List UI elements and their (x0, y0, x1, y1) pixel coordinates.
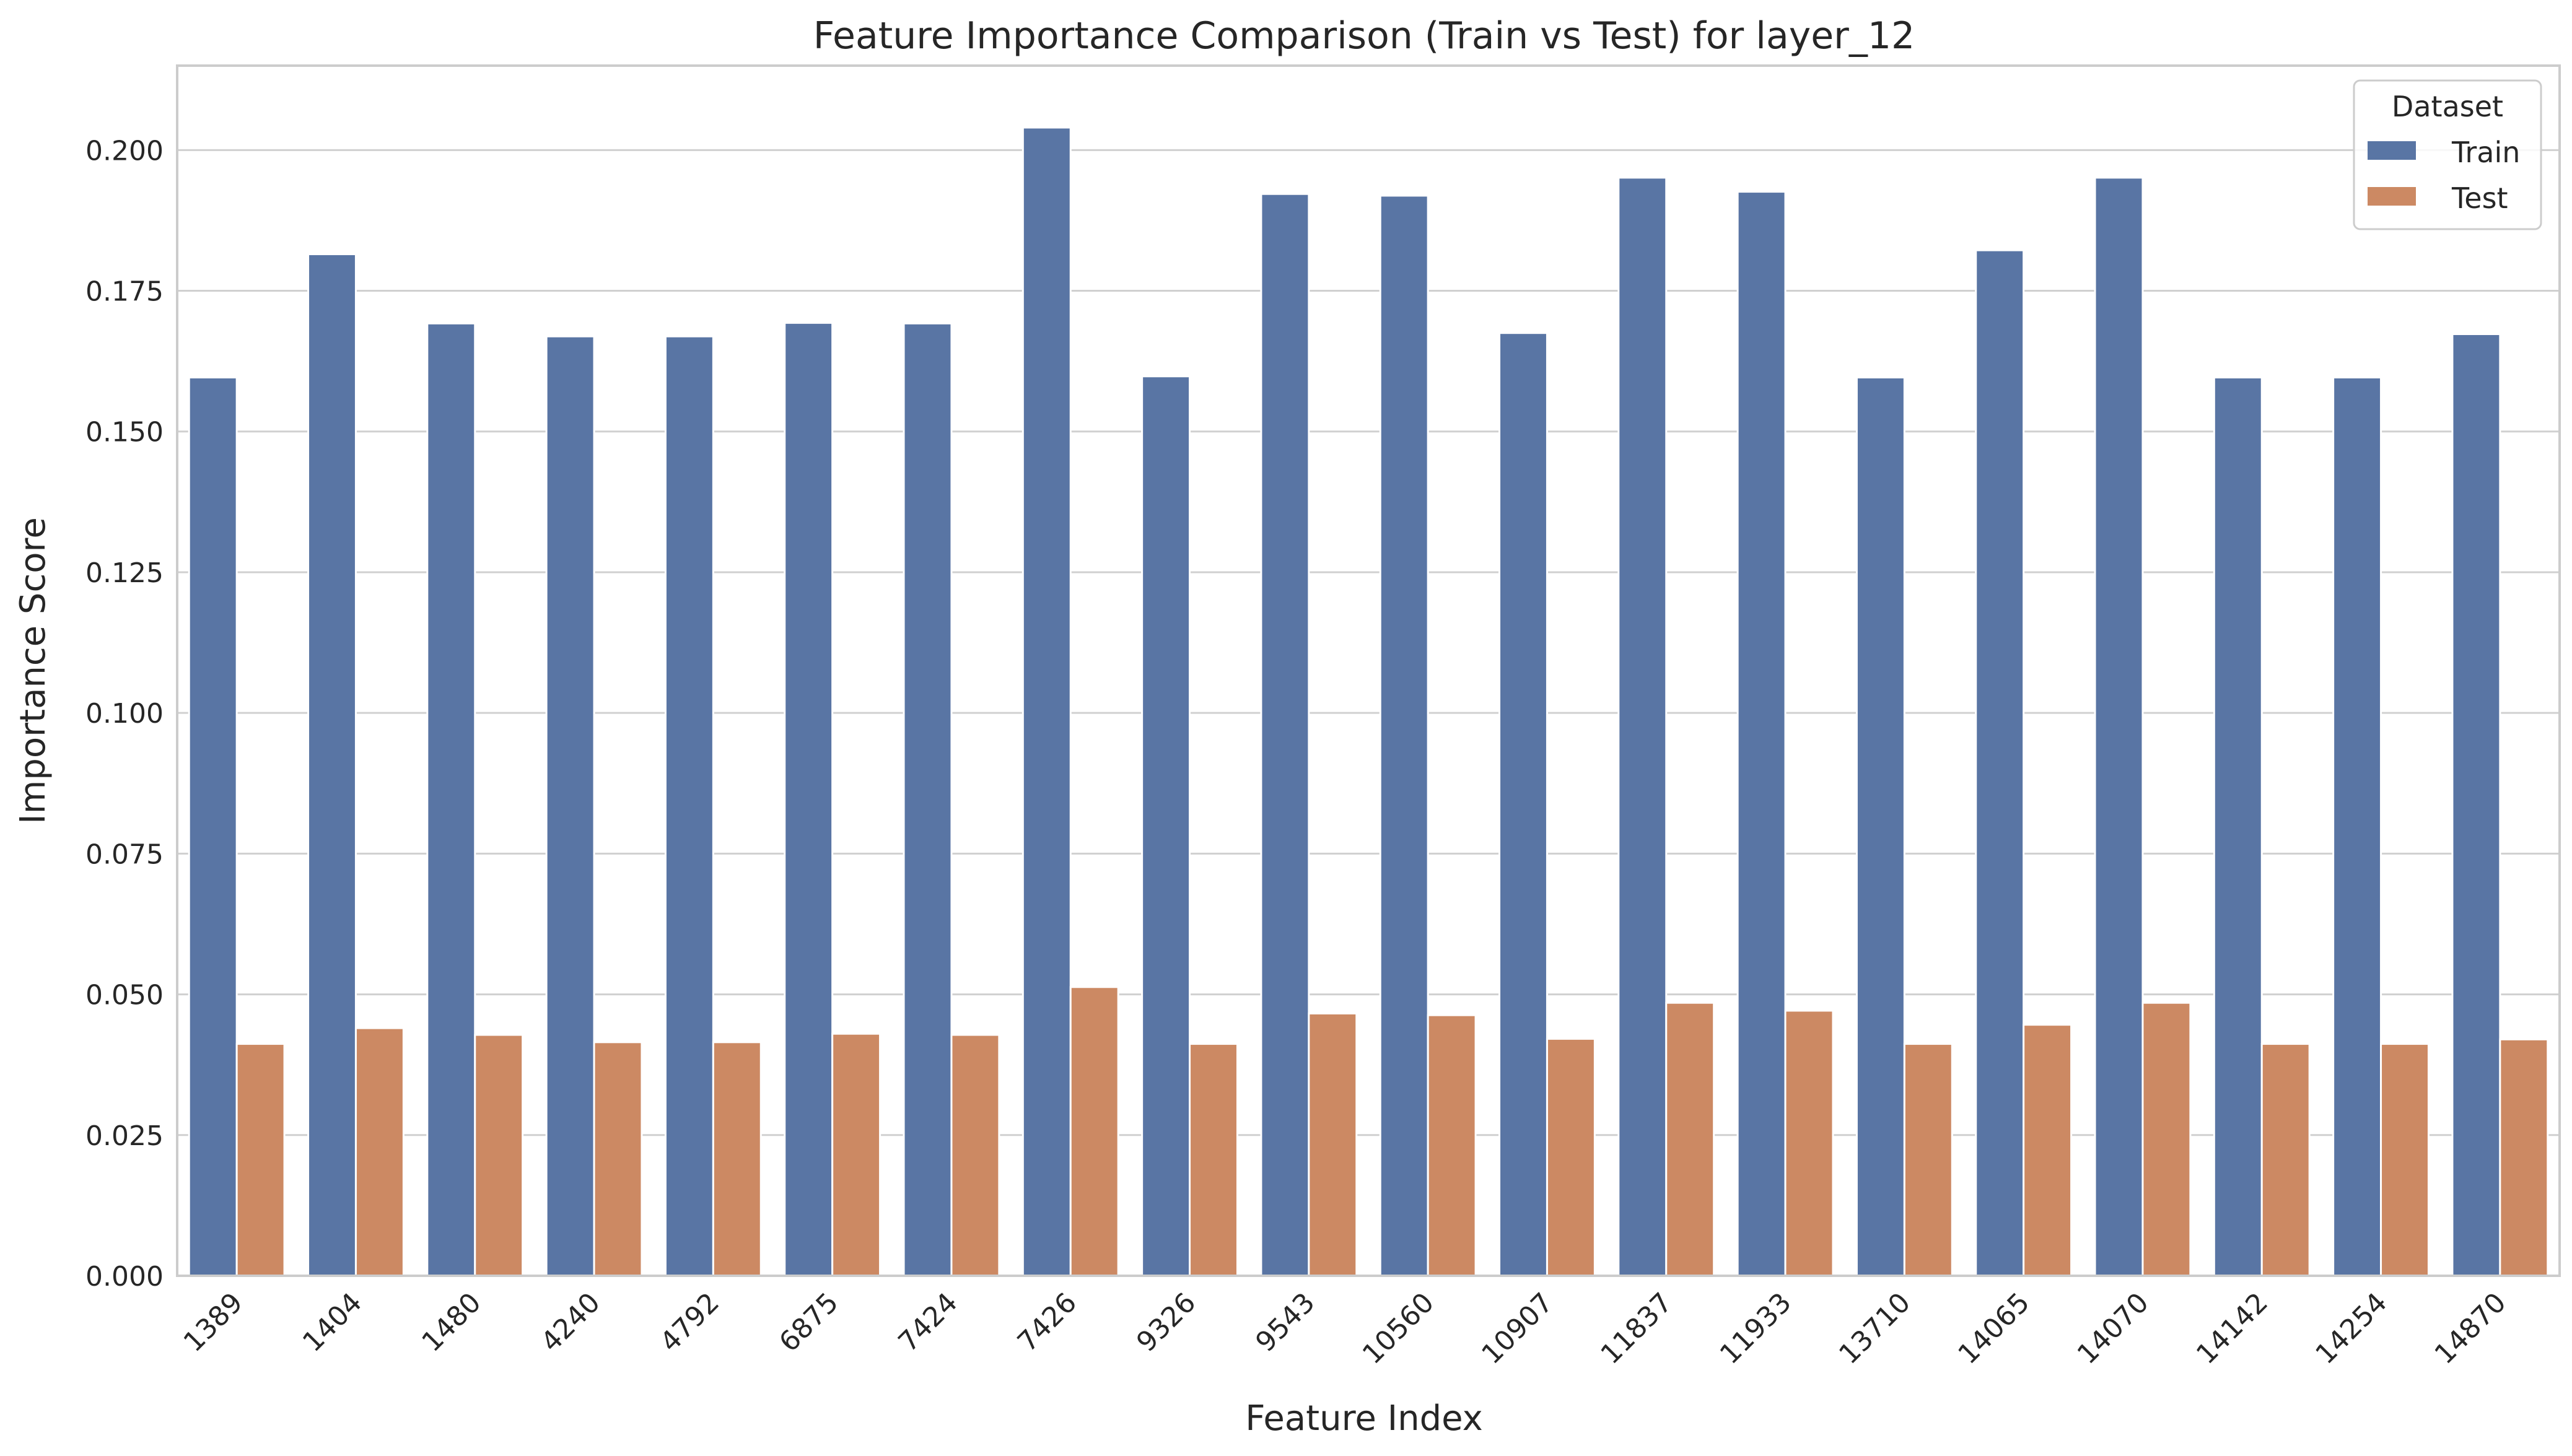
bar-train-11933 (1736, 191, 1787, 1277)
y-axis-ticks: 0.000 0.025 0.050 0.075 0.100 0.125 0.150 0.175… (85, 135, 164, 1293)
bar-test-1389 (235, 1043, 286, 1277)
bar-train-14070 (2094, 177, 2144, 1277)
y-tick-label: 0.000 (85, 1261, 164, 1293)
bar-train-14142 (2213, 376, 2263, 1277)
y-tick-label: 0.100 (85, 698, 164, 730)
bar-train-7426 (1021, 126, 1072, 1277)
bar-train-1480 (426, 322, 476, 1277)
bar-train-9326 (1141, 375, 1191, 1277)
bar-train-10907 (1498, 332, 1548, 1277)
legend-label-train: Train (2451, 136, 2520, 169)
bar-train-10560 (1379, 194, 1429, 1277)
bar-train-14065 (1975, 249, 2025, 1277)
legend: Dataset Train Test (2353, 79, 2542, 230)
bar-test-7426 (1069, 986, 1119, 1277)
bar-test-13710 (1903, 1043, 1953, 1277)
x-axis-label: Feature Index (1245, 1398, 1483, 1439)
y-tick-label: 0.150 (85, 417, 164, 448)
bar-train-1389 (188, 376, 238, 1277)
y-tick-label: 0.075 (85, 839, 164, 870)
bar-test-10907 (1546, 1037, 1596, 1277)
bar-train-1404 (307, 253, 357, 1277)
bar-test-14142 (2260, 1043, 2311, 1277)
y-tick-label: 0.050 (85, 980, 164, 1011)
legend-title: Dataset (2392, 90, 2503, 123)
y-tick-label: 0.175 (85, 276, 164, 308)
bar-test-14254 (2380, 1043, 2430, 1277)
bar-train-14254 (2332, 376, 2382, 1277)
y-axis-label: Importance Score (13, 517, 53, 824)
bar-test-11933 (1784, 1009, 1834, 1277)
bar-train-4240 (545, 335, 595, 1277)
bar-test-4792 (712, 1041, 762, 1277)
bar-test-11837 (1665, 1001, 1715, 1277)
bar-train-9543 (1260, 193, 1310, 1277)
bar-test-14870 (2499, 1038, 2549, 1277)
bar-test-9543 (1308, 1012, 1358, 1277)
bar-train-11837 (1617, 177, 1668, 1277)
bar-test-10560 (1427, 1014, 1477, 1277)
legend-swatch-train (2368, 141, 2416, 160)
plot-frame (176, 64, 2561, 1277)
bar-test-1480 (474, 1034, 524, 1277)
bars (188, 126, 2549, 1277)
bar-train-6875 (784, 321, 834, 1277)
legend-swatch-test (2368, 187, 2416, 206)
legend-label-test: Test (2451, 181, 2508, 215)
bar-train-7424 (903, 322, 953, 1277)
bar-test-14070 (2141, 1001, 2192, 1277)
bar-train-14870 (2451, 333, 2501, 1277)
bar-test-7424 (950, 1034, 1000, 1277)
bar-test-6875 (831, 1032, 881, 1277)
y-tick-label: 0.025 (85, 1120, 164, 1152)
bar-test-14065 (2023, 1024, 2073, 1277)
bar-test-4240 (593, 1041, 643, 1277)
y-tick-label: 0.125 (85, 557, 164, 589)
bar-train-13710 (1855, 376, 1905, 1277)
bar-train-4792 (664, 335, 714, 1277)
bar-test-9326 (1189, 1043, 1238, 1277)
bar-test-1404 (354, 1027, 405, 1277)
y-tick-label: 0.200 (85, 135, 164, 167)
chart-title: Feature Importance Comparison (Train vs … (813, 14, 1915, 58)
